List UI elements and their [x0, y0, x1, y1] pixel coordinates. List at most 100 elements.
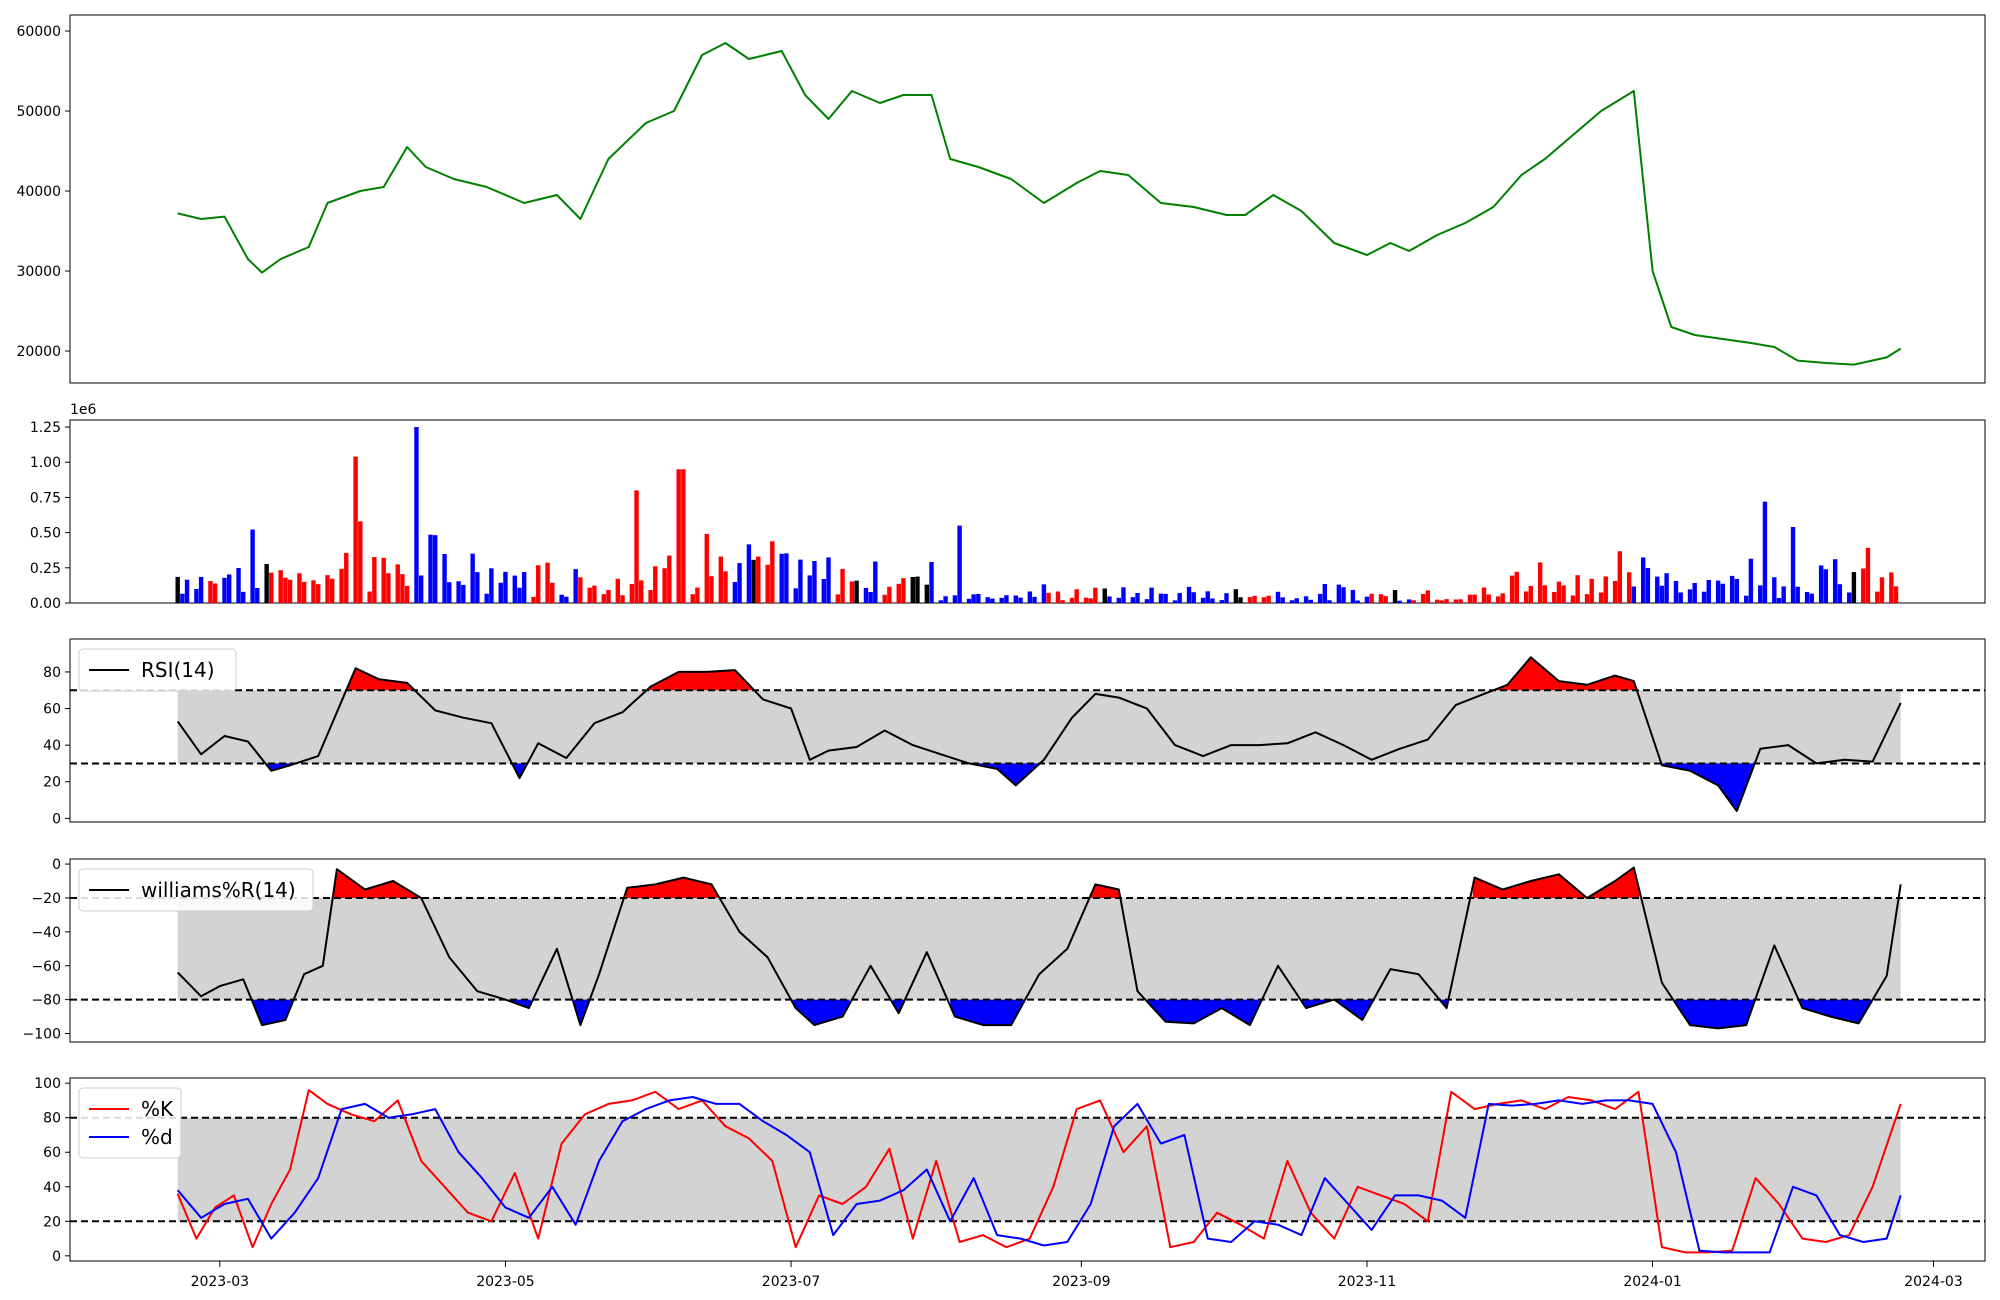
volume-bar — [1266, 595, 1271, 603]
volume-bar — [1294, 598, 1299, 603]
volume-bar — [517, 587, 522, 603]
volume-bar — [1186, 586, 1192, 603]
volume-bar — [629, 584, 635, 603]
volume-bar — [732, 582, 738, 603]
volume-bar — [1556, 581, 1562, 603]
volume-bar — [1018, 597, 1023, 603]
volume-bar — [704, 534, 709, 603]
volume-bar — [1809, 593, 1814, 603]
oversold-fill — [1800, 999, 1872, 1024]
volume-bar — [1500, 593, 1505, 603]
volume-bar — [756, 556, 761, 603]
y-tick-label: −80 — [31, 993, 61, 1009]
oversold-fill — [574, 999, 589, 1023]
volume-bar — [184, 579, 190, 603]
price-line — [177, 42, 1902, 366]
volume-bar — [339, 568, 344, 603]
volume-bar — [1804, 591, 1810, 603]
volume-bar — [301, 581, 307, 603]
y-tick-label: 20000 — [16, 344, 61, 360]
volume-bar — [498, 582, 503, 603]
volume-bar — [770, 541, 775, 603]
volume-bar — [1289, 600, 1295, 603]
volume-bar — [1851, 572, 1857, 603]
threshold-band — [177, 690, 1901, 764]
volume-bar — [1655, 576, 1660, 603]
y-tick-label: −100 — [23, 1027, 61, 1043]
volume-bar — [1130, 597, 1136, 603]
volume-bar — [718, 556, 724, 603]
volume-bar — [1364, 596, 1370, 603]
volume-bar — [470, 553, 475, 603]
volume-bar — [1472, 594, 1477, 603]
volume-bar — [475, 572, 480, 603]
volume-bar — [952, 595, 958, 603]
volume-bar — [531, 596, 536, 603]
volume-bar — [418, 575, 424, 603]
volume-bar — [414, 427, 419, 603]
volume-bar — [1537, 562, 1543, 603]
volume-bar — [1453, 599, 1459, 603]
volume-bar — [1495, 596, 1501, 603]
volume-bar — [1420, 594, 1426, 603]
y-tick-label: 0.75 — [30, 490, 61, 506]
x-tick-label: 2024-01 — [1623, 1274, 1682, 1290]
volume-bar — [1744, 595, 1749, 603]
volume-bar — [681, 469, 686, 603]
volume-bar — [1308, 599, 1313, 603]
volume-bar — [1350, 589, 1356, 603]
volume-bar — [826, 557, 831, 603]
volume-bar — [1238, 597, 1243, 603]
volume-bar — [849, 581, 855, 603]
volume-bar — [882, 594, 887, 603]
volume-bar — [1425, 590, 1431, 603]
volume-bar — [250, 529, 255, 603]
volume-bar — [1074, 589, 1079, 603]
volume-bar — [512, 575, 518, 603]
volume-bar — [863, 587, 869, 603]
volume-bar — [1144, 599, 1150, 603]
volume-bar — [1758, 585, 1763, 603]
y-tick-label: 60000 — [16, 24, 61, 40]
volume-bar — [311, 580, 316, 603]
y-tick-label: 80 — [43, 665, 61, 681]
x-tick-label: 2024-03 — [1904, 1274, 1963, 1290]
panel-1-frame — [69, 419, 1986, 604]
volume-bar — [1865, 547, 1871, 603]
volume-bar — [695, 587, 700, 603]
volume-bar — [966, 598, 972, 603]
volume-bar — [236, 568, 241, 603]
oversold-fill — [513, 763, 526, 778]
volume-bar — [264, 564, 269, 603]
volume-bar — [1603, 576, 1608, 603]
volume-bar — [1149, 587, 1154, 603]
overbought-fill — [1472, 867, 1640, 898]
volume-bar — [578, 577, 583, 603]
volume-bar — [1004, 595, 1009, 603]
oversold-fill — [892, 999, 905, 1013]
volume-bar — [1439, 600, 1445, 603]
volume-bar — [1781, 586, 1786, 603]
volume-bar — [1552, 592, 1557, 603]
legend-label: RSI(14) — [141, 658, 215, 682]
y-tick-label: 30000 — [16, 264, 61, 280]
volume-bar — [1158, 593, 1164, 603]
volume-bar — [358, 521, 363, 603]
overbought-fill — [1090, 884, 1120, 898]
oversold-fill — [252, 999, 293, 1025]
threshold-band — [177, 897, 1901, 1000]
volume-bar — [1790, 526, 1796, 603]
volume-bar — [1032, 596, 1037, 603]
volume-bar — [915, 576, 920, 603]
y-tick-label: 80 — [43, 1111, 61, 1127]
volume-bar — [976, 593, 981, 603]
overbought-fill — [625, 877, 718, 898]
volume-bar — [592, 585, 597, 603]
volume-bar — [269, 572, 274, 603]
volume-bar — [784, 553, 789, 603]
volume-bar — [1584, 594, 1590, 603]
overbought-fill — [347, 668, 414, 691]
volume-bar — [1481, 587, 1487, 603]
volume-bar — [1626, 572, 1632, 603]
volume-bar — [1341, 587, 1346, 603]
